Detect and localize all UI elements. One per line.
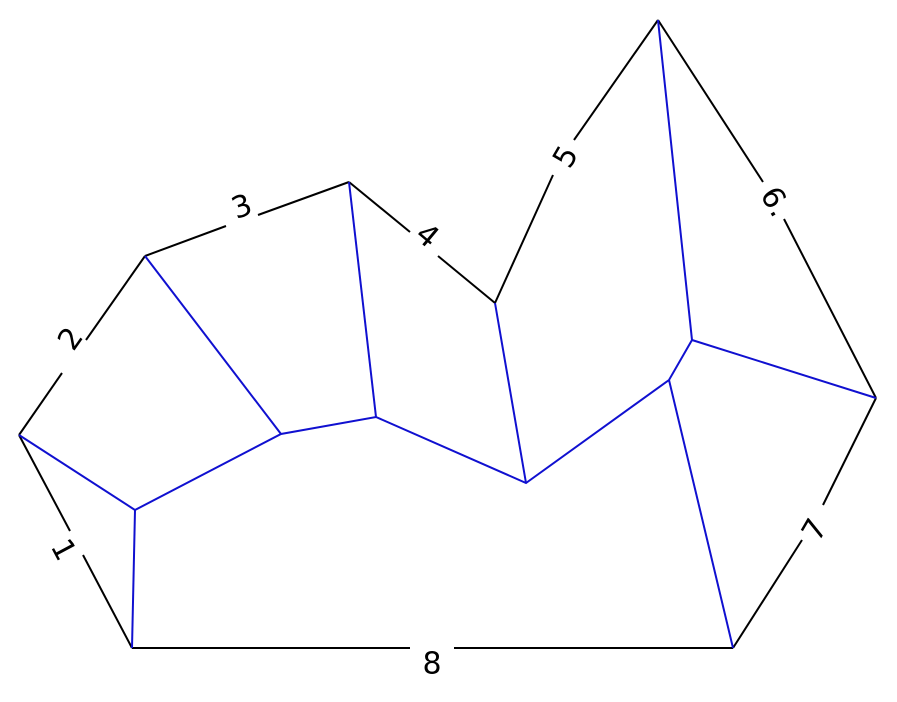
skeleton-spoke-1 [18, 434, 136, 511]
edge-5-segment-a [494, 174, 554, 304]
edge-label-2: 2 [51, 321, 91, 357]
edge-4-segment-b [437, 255, 496, 304]
edge-3-segment-b [257, 181, 350, 216]
edge-2-segment-b [85, 255, 146, 341]
edge-6-segment-a [657, 19, 764, 183]
edge-label-4: 4 [408, 216, 445, 255]
edge-4-segment-a [348, 181, 411, 233]
edge-5-segment-b [573, 19, 659, 141]
skeleton-spoke-8 [668, 379, 734, 649]
polygon-outline [18, 19, 877, 649]
skeleton-spoke-2 [131, 509, 136, 649]
edge-7-segment-b [732, 539, 803, 649]
skeleton-spoke-5 [494, 302, 527, 484]
skeleton-spoke-7 [691, 339, 877, 399]
skeleton-spoke-3 [144, 255, 282, 435]
skeleton-spoke-4 [348, 181, 377, 418]
edge-6-segment-b [783, 218, 877, 399]
edge-1-segment-b [82, 554, 133, 649]
edge-labels: 1 2 3 4 5 6. 7 8 [43, 140, 835, 682]
skeleton-spoke-6 [657, 19, 693, 341]
edge-label-8: 8 [422, 647, 441, 682]
edge-label-5: 5 [546, 140, 586, 174]
edge-label-1: 1 [43, 533, 83, 566]
edge-label-6: 6. [753, 181, 798, 223]
skeleton-spine [134, 339, 693, 511]
edge-2-segment-a [18, 372, 63, 436]
edge-label-3: 3 [227, 187, 257, 226]
edge-1-segment-a [18, 434, 71, 532]
edge-7-segment-a [822, 397, 877, 506]
skeleton-lines [18, 19, 877, 649]
edge-3-segment-a [144, 225, 227, 257]
